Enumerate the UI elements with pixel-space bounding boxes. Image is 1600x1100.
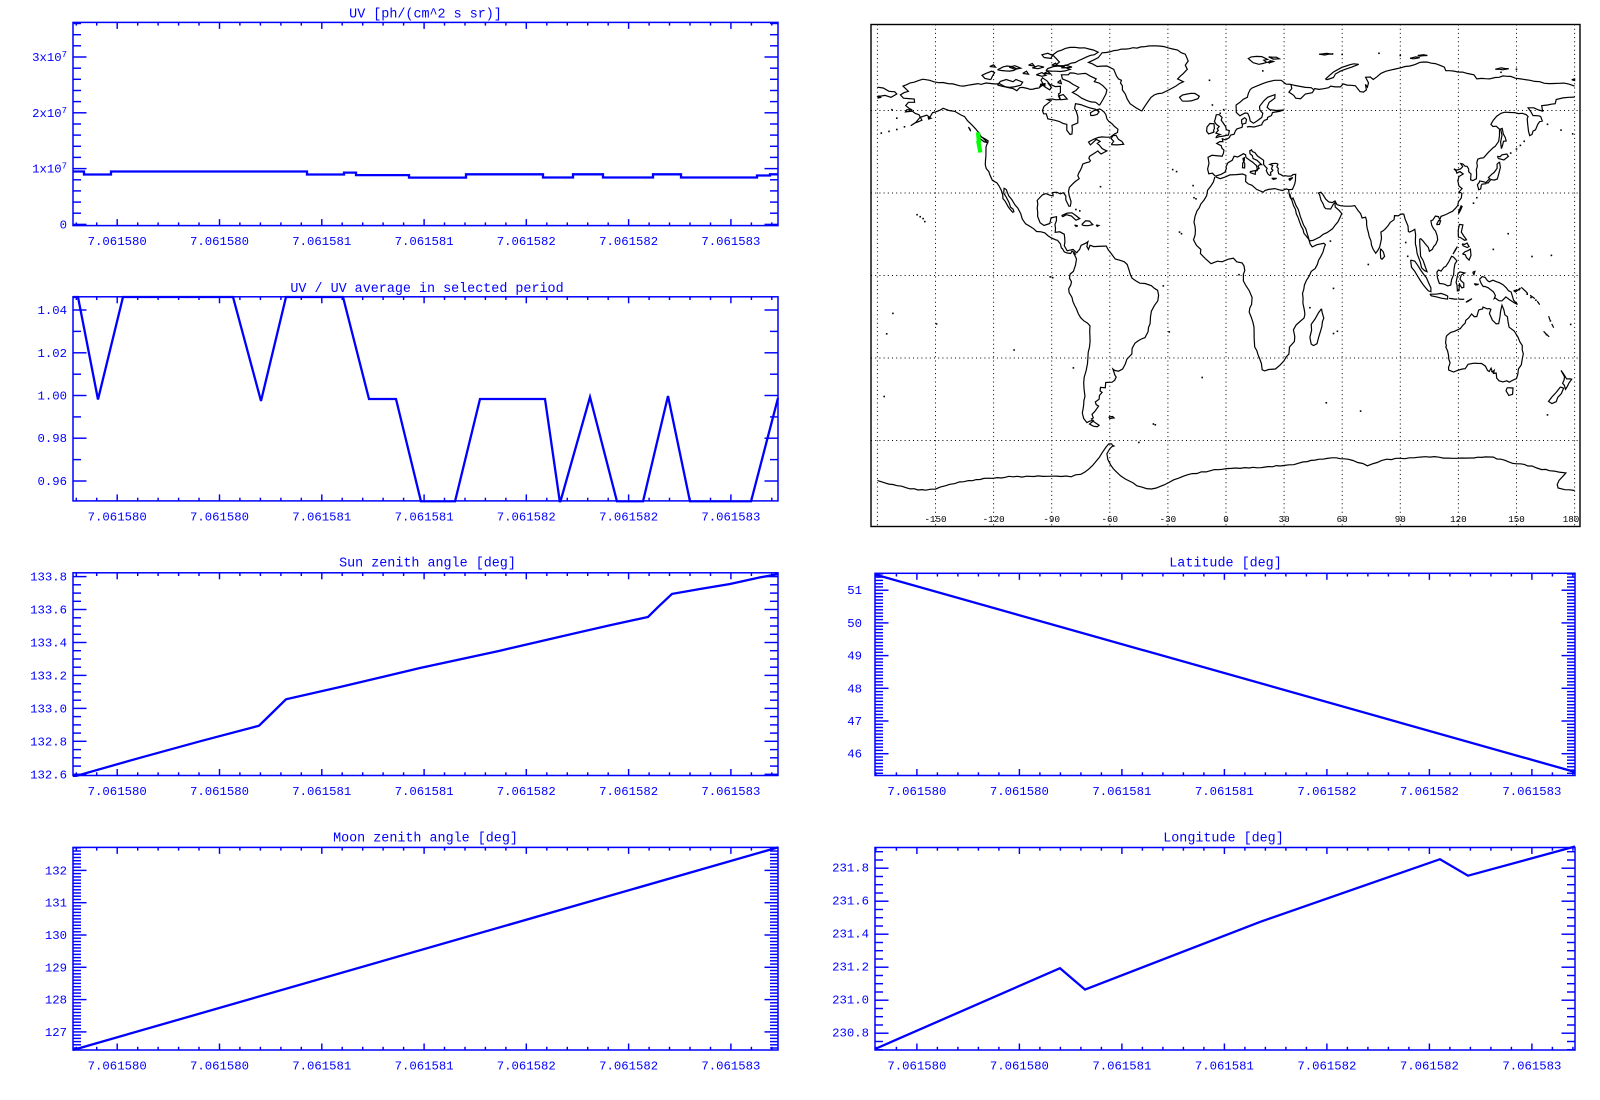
svg-text:130: 130 (45, 929, 67, 943)
svg-text:Moon zenith angle [deg]: Moon zenith angle [deg] (333, 832, 518, 847)
svg-text:50: 50 (847, 617, 862, 631)
svg-text:7.061582: 7.061582 (599, 785, 658, 799)
svg-text:128: 128 (45, 994, 67, 1008)
svg-text:3x107: 3x107 (32, 50, 67, 65)
svg-text:7.061581: 7.061581 (1092, 785, 1151, 799)
svg-text:150: 150 (1508, 514, 1525, 525)
svg-text:1.00: 1.00 (37, 390, 67, 404)
svg-text:7.061582: 7.061582 (1297, 785, 1356, 799)
svg-text:132.8: 132.8 (30, 735, 67, 749)
svg-text:133.6: 133.6 (30, 604, 67, 618)
svg-text:132.6: 132.6 (30, 768, 67, 782)
svg-text:129: 129 (45, 961, 67, 975)
svg-text:UV / UV average in selected pe: UV / UV average in selected period (290, 282, 563, 297)
svg-text:231.6: 231.6 (832, 895, 869, 909)
svg-text:7.061580: 7.061580 (88, 785, 147, 799)
svg-text:7.061580: 7.061580 (990, 785, 1049, 799)
svg-text:7.061583: 7.061583 (701, 785, 760, 799)
svg-text:7.061582: 7.061582 (1400, 785, 1459, 799)
svg-text:230.8: 230.8 (832, 1027, 869, 1041)
svg-text:7.061582: 7.061582 (599, 235, 658, 249)
svg-text:133.4: 133.4 (30, 637, 67, 651)
svg-text:7.061582: 7.061582 (497, 785, 556, 799)
svg-text:-90: -90 (1043, 514, 1060, 525)
svg-text:7.061582: 7.061582 (1297, 1060, 1356, 1074)
svg-text:0.98: 0.98 (37, 432, 67, 446)
svg-text:0.96: 0.96 (37, 475, 67, 489)
svg-text:7.061583: 7.061583 (701, 235, 760, 249)
svg-text:7.061580: 7.061580 (88, 235, 147, 249)
svg-text:7.061581: 7.061581 (395, 511, 454, 525)
svg-text:7.061580: 7.061580 (990, 1060, 1049, 1074)
svg-text:7.061581: 7.061581 (1195, 785, 1254, 799)
svg-text:231.4: 231.4 (832, 928, 869, 942)
svg-text:133.0: 133.0 (30, 702, 67, 716)
svg-text:7.061582: 7.061582 (497, 1060, 556, 1074)
svg-text:51: 51 (847, 584, 862, 598)
svg-text:7.061581: 7.061581 (292, 235, 351, 249)
svg-text:127: 127 (45, 1026, 67, 1040)
svg-text:1.04: 1.04 (37, 304, 67, 318)
svg-text:0: 0 (1223, 514, 1229, 525)
svg-text:7.061582: 7.061582 (599, 1060, 658, 1074)
svg-text:7.061581: 7.061581 (292, 785, 351, 799)
svg-text:0: 0 (60, 218, 67, 232)
svg-text:7.061583: 7.061583 (1502, 1060, 1561, 1074)
svg-text:48: 48 (847, 682, 862, 696)
svg-text:7.061580: 7.061580 (190, 1060, 249, 1074)
svg-text:231.0: 231.0 (832, 994, 869, 1008)
svg-text:2x107: 2x107 (32, 106, 67, 121)
svg-text:7.061580: 7.061580 (887, 1060, 946, 1074)
svg-text:47: 47 (847, 715, 862, 729)
svg-text:7.061580: 7.061580 (88, 511, 147, 525)
svg-text:7.061581: 7.061581 (395, 785, 454, 799)
svg-text:7.061581: 7.061581 (292, 1060, 351, 1074)
svg-text:1.02: 1.02 (37, 347, 67, 361)
svg-text:7.061581: 7.061581 (292, 511, 351, 525)
svg-text:7.061583: 7.061583 (1502, 785, 1561, 799)
svg-text:133.8: 133.8 (30, 571, 67, 585)
svg-text:Latitude [deg]: Latitude [deg] (1169, 557, 1282, 572)
svg-text:7.061581: 7.061581 (395, 235, 454, 249)
svg-text:7.061580: 7.061580 (88, 1060, 147, 1074)
svg-text:120: 120 (1450, 514, 1467, 525)
svg-text:7.061583: 7.061583 (701, 511, 760, 525)
svg-text:131: 131 (45, 897, 67, 911)
svg-text:7.061581: 7.061581 (1195, 1060, 1254, 1074)
svg-text:7.061582: 7.061582 (599, 511, 658, 525)
svg-text:7.061580: 7.061580 (887, 785, 946, 799)
svg-text:7.061581: 7.061581 (395, 1060, 454, 1074)
svg-text:46: 46 (847, 748, 862, 762)
svg-text:60: 60 (1337, 514, 1348, 525)
svg-text:7.061580: 7.061580 (190, 785, 249, 799)
svg-text:-120: -120 (983, 514, 1005, 525)
svg-text:7.061583: 7.061583 (701, 1060, 760, 1074)
svg-text:1x107: 1x107 (32, 162, 67, 177)
svg-text:Longitude [deg]: Longitude [deg] (1163, 832, 1284, 847)
svg-text:-150: -150 (924, 514, 946, 525)
svg-text:90: 90 (1395, 514, 1406, 525)
svg-text:7.061580: 7.061580 (190, 511, 249, 525)
svg-text:-30: -30 (1160, 514, 1177, 525)
svg-text:180: 180 (1563, 514, 1580, 525)
svg-text:133.2: 133.2 (30, 669, 67, 683)
svg-text:Sun zenith angle [deg]: Sun zenith angle [deg] (339, 557, 516, 572)
svg-text:7.061582: 7.061582 (497, 235, 556, 249)
svg-text:7.061582: 7.061582 (1400, 1060, 1459, 1074)
svg-text:UV [ph/(cm^2 s sr)]: UV [ph/(cm^2 s sr)] (349, 8, 502, 23)
svg-text:7.061581: 7.061581 (1092, 1060, 1151, 1074)
svg-text:132: 132 (45, 864, 67, 878)
svg-text:231.8: 231.8 (832, 862, 869, 876)
svg-text:7.061580: 7.061580 (190, 235, 249, 249)
svg-text:49: 49 (847, 650, 862, 664)
svg-text:30: 30 (1279, 514, 1290, 525)
svg-text:231.2: 231.2 (832, 961, 869, 975)
svg-text:-60: -60 (1102, 514, 1119, 525)
svg-text:7.061582: 7.061582 (497, 511, 556, 525)
